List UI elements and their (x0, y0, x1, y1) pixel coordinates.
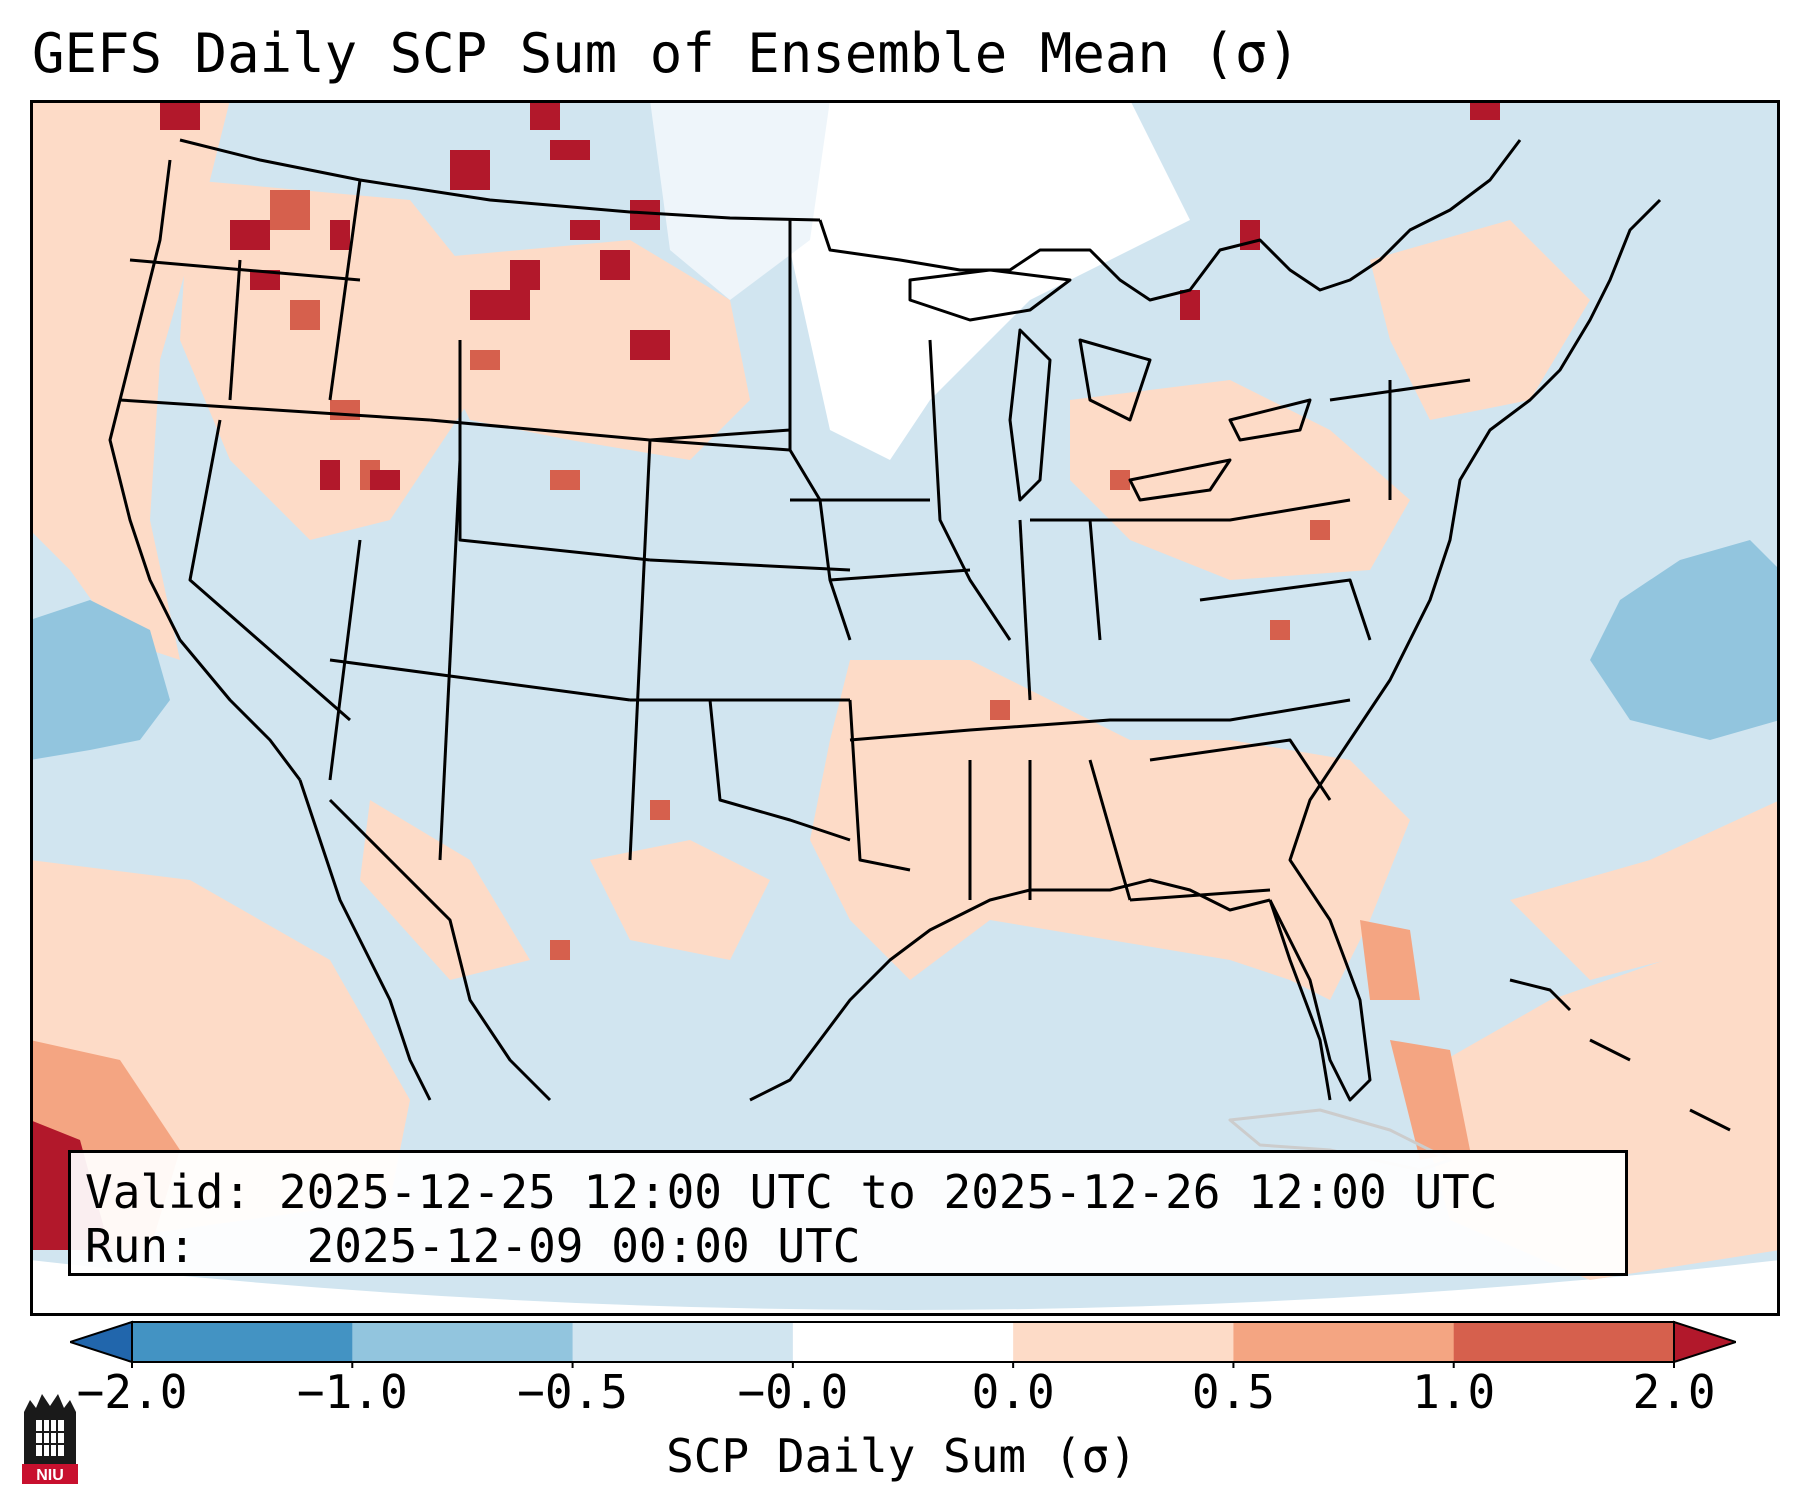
fl-line (1129, 888, 1271, 902)
field-florida-mod (1390, 1040, 1470, 1160)
us-canada-border (179, 138, 821, 222)
run-value: 2025-12-09 00:00 UTC (306, 1219, 861, 1273)
colorbar-tick-label: −1.0 (296, 1365, 408, 1419)
colorbar-tick-label: −0.5 (517, 1365, 628, 1419)
map-panel (30, 100, 1780, 1316)
mexico-gulf-california (328, 798, 552, 1102)
conus-map (30, 100, 1780, 1316)
bahamas-1 (1509, 978, 1572, 1012)
extreme-cells (30, 100, 1500, 1250)
moderate-cells (270, 190, 1330, 960)
id-west (328, 179, 362, 401)
niu-tower-logo-icon: NIU (22, 1394, 78, 1484)
colorbar-bin (1013, 1322, 1234, 1362)
field-atlantic-neg (1590, 540, 1780, 740)
colorbar-bin (792, 1322, 1014, 1362)
colorbar-tick-label: −0.0 (737, 1365, 849, 1419)
field-georgia-mod (1360, 920, 1420, 1000)
ga-line (1088, 759, 1132, 901)
field-neutral-canada (650, 100, 830, 300)
colorbar-bin (1453, 1322, 1675, 1362)
great-lakes-border (818, 139, 1522, 302)
valid-label: Valid: (85, 1165, 252, 1219)
colorbar-tick-label: 2.0 (1632, 1365, 1716, 1419)
il-in-line (1018, 519, 1032, 701)
colorbar-frame (131, 1321, 1675, 1363)
field-pacific-neg (30, 600, 170, 760)
colorbar-bin (352, 1322, 574, 1362)
ar-la-line (848, 699, 911, 872)
lake-michigan (1008, 328, 1052, 502)
field-az-pos (360, 800, 530, 980)
valid-value: 2025-12-25 12:00 UTC to 2025-12-26 12:00… (278, 1165, 1498, 1219)
wa-or-line (129, 258, 361, 282)
wy-co-line (458, 340, 651, 562)
nv-ut-line (328, 539, 362, 781)
colorbar-bin (1233, 1322, 1455, 1362)
va-line (1199, 578, 1372, 641)
run-row: Run: 2025-12-09 00:00 UTC (85, 1219, 1611, 1273)
valid-row: Valid: 2025-12-25 12:00 UTC to 2025-12-2… (85, 1165, 1611, 1219)
colorbar-label: SCP Daily Sum (σ) (666, 1429, 1137, 1483)
colorbar-bin (132, 1322, 353, 1362)
projection-edge (30, 1260, 1780, 1316)
colorbar-extend-low (70, 1320, 133, 1364)
colorbar-tick-label: −2.0 (76, 1365, 188, 1419)
ok-tx-line (708, 699, 851, 842)
oh-pa-line (1030, 498, 1351, 522)
tn-line (849, 698, 1351, 742)
logo-text: NIU (36, 1467, 64, 1484)
sc-line (1149, 738, 1332, 801)
lake-erie (1128, 458, 1232, 502)
lake-huron (1078, 338, 1152, 422)
colorbar-bin (572, 1322, 794, 1362)
colorbar-tick-label: 0.0 (971, 1365, 1055, 1419)
mo-ar-line (829, 568, 971, 582)
lake-superior (908, 268, 1072, 322)
field-neutral-north (790, 100, 1190, 460)
colorbar-tick-label: 1.0 (1412, 1365, 1496, 1419)
field-nm-pos (590, 840, 770, 960)
nevada-line (188, 419, 351, 722)
bahamas-2 (1589, 1038, 1631, 1062)
lake-ontario (1228, 398, 1312, 442)
or-ca-line (119, 398, 431, 422)
valid-run-box: Valid: 2025-12-25 12:00 UTC to 2025-12-2… (68, 1150, 1628, 1276)
ut-az-line (329, 658, 631, 702)
west-coast (108, 159, 302, 781)
ny-line (1329, 378, 1471, 402)
run-label: Run: (85, 1219, 196, 1273)
colorbar (70, 1320, 1736, 1368)
florida-east (1268, 899, 1332, 1101)
sd-ne-line (649, 438, 791, 452)
baja-coast (298, 779, 432, 1101)
wa-or-inner (228, 259, 242, 401)
map-frame (30, 100, 1780, 1316)
east-coast (1268, 198, 1662, 1102)
islands-3 (1689, 1108, 1731, 1132)
colorbar-tick-label: 0.5 (1191, 1365, 1275, 1419)
field-atlantic-pos-2 (1510, 800, 1780, 980)
az-nm-line (438, 459, 462, 861)
in-oh-line (1088, 519, 1102, 641)
map-title: GEFS Daily SCP Sum of Ensemble Mean (σ) (32, 22, 1300, 85)
wi-il-line (928, 339, 1012, 641)
field-ne-pos (1370, 220, 1590, 420)
colorbar-extend-high (1673, 1320, 1736, 1364)
field-pacific-nw (30, 100, 230, 660)
ne-ks-line (649, 558, 851, 572)
boundaries (108, 138, 1731, 1172)
co-ks-line (628, 439, 652, 861)
